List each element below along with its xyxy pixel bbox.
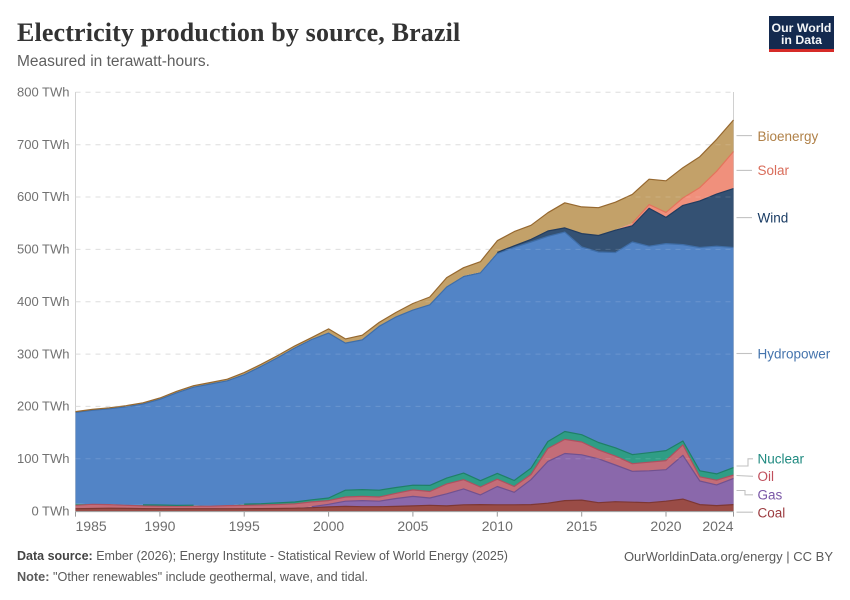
svg-text:Coal: Coal	[758, 506, 786, 521]
svg-text:2005: 2005	[397, 518, 428, 534]
svg-text:2010: 2010	[482, 518, 513, 534]
svg-text:Bioenergy: Bioenergy	[758, 129, 819, 144]
svg-text:0 TWh: 0 TWh	[31, 503, 69, 518]
svg-text:2015: 2015	[566, 518, 597, 534]
svg-text:Oil: Oil	[758, 469, 775, 484]
svg-text:300 TWh: 300 TWh	[17, 346, 70, 361]
svg-text:500 TWh: 500 TWh	[17, 242, 70, 257]
svg-text:400 TWh: 400 TWh	[17, 294, 70, 309]
svg-text:1995: 1995	[229, 518, 260, 534]
svg-text:Gas: Gas	[758, 487, 783, 502]
svg-text:1985: 1985	[76, 518, 107, 534]
svg-text:100 TWh: 100 TWh	[17, 451, 70, 466]
svg-text:2000: 2000	[313, 518, 344, 534]
svg-text:Solar: Solar	[758, 163, 790, 178]
svg-text:800 TWh: 800 TWh	[17, 85, 70, 100]
svg-text:1990: 1990	[144, 518, 175, 534]
svg-text:2024: 2024	[702, 518, 733, 534]
svg-text:Hydropower: Hydropower	[758, 347, 831, 362]
svg-text:Wind: Wind	[758, 210, 789, 225]
svg-text:2020: 2020	[650, 518, 681, 534]
svg-text:700 TWh: 700 TWh	[17, 137, 70, 152]
svg-text:Nuclear: Nuclear	[758, 451, 805, 466]
svg-text:200 TWh: 200 TWh	[17, 399, 70, 414]
svg-text:600 TWh: 600 TWh	[17, 189, 70, 204]
